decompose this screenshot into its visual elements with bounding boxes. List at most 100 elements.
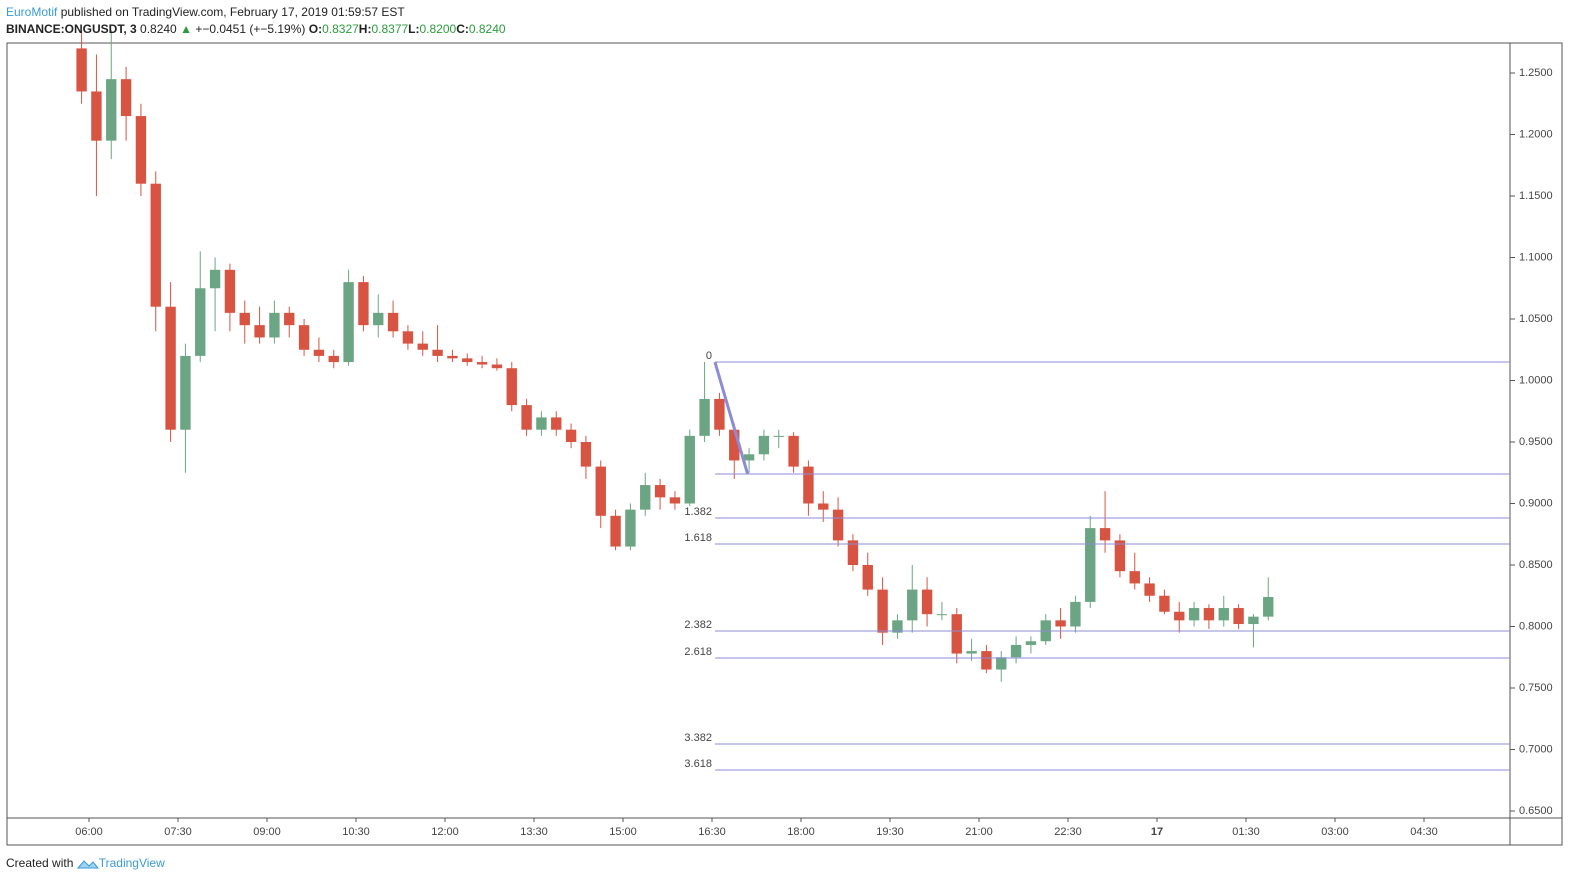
candle-body	[521, 405, 532, 430]
x-tick-label: 13:30	[520, 826, 548, 838]
candle-body	[1159, 595, 1170, 612]
candle-body	[1099, 528, 1111, 541]
candle-body	[951, 614, 962, 654]
x-tick-label: 19:30	[876, 826, 904, 838]
tv-logo	[76, 860, 99, 869]
candle-body	[150, 183, 161, 307]
candle-body	[476, 362, 488, 365]
ohlc-value: 0.8240	[468, 22, 506, 36]
candle-body	[432, 349, 443, 356]
candle-body	[1188, 608, 1200, 621]
candle-body	[313, 349, 325, 356]
candle-body	[402, 331, 414, 344]
ohlc-label: O:	[308, 22, 323, 36]
candle-body	[743, 454, 755, 461]
candle-body	[1010, 644, 1022, 658]
candle-body	[669, 497, 681, 504]
candle-body	[417, 343, 428, 350]
candle-body	[1055, 620, 1066, 627]
candle-body	[195, 288, 206, 356]
candle-body	[625, 509, 636, 547]
candle-body	[981, 651, 992, 670]
x-tick-label: 18:00	[787, 826, 815, 838]
candle-body	[1025, 641, 1037, 645]
candle-body	[298, 325, 310, 350]
candle-body	[921, 589, 933, 615]
candle-body	[788, 435, 799, 467]
candle-body	[387, 312, 399, 332]
candle-body	[595, 466, 606, 516]
candle-body	[714, 398, 725, 430]
candle-body	[1114, 540, 1126, 572]
x-tick-label: 12:00	[431, 826, 459, 838]
x-tick-label: 09:00	[253, 826, 281, 838]
frame	[6, 42, 1563, 846]
ohlc-value: 0.8327	[322, 22, 359, 36]
ohlc-value: 0.8200	[419, 22, 457, 36]
candle-body	[358, 282, 369, 326]
fib-label: 0	[706, 350, 712, 362]
symbol: BINANCE:ONGUSDT, 3	[6, 22, 137, 36]
x-tick-label: 04:30	[1410, 826, 1438, 838]
x-tick-label: 15:00	[609, 826, 637, 838]
fib-label: 3.618	[684, 758, 712, 770]
candle-body	[684, 435, 695, 504]
change: +−0.0451 (+−5.19%)	[195, 22, 306, 36]
candle-body	[1233, 608, 1244, 625]
ohlc: O:0.8327H:0.8377L:0.8200C:0.8240	[309, 22, 506, 36]
y-tick-label: 0.7500	[1519, 682, 1553, 694]
candle-body	[877, 589, 888, 633]
candle-body	[936, 614, 948, 616]
fib-label: 1.382	[684, 506, 712, 518]
candle-body	[284, 312, 295, 326]
candle-body	[654, 485, 666, 498]
candle-body	[699, 398, 710, 436]
ohlc-label: L:	[408, 22, 420, 36]
candle-body	[847, 540, 859, 565]
candle-body	[610, 515, 621, 547]
author[interactable]: EuroMotif	[6, 5, 58, 19]
x-tick-label: 17	[1151, 826, 1163, 838]
candle-body	[1040, 620, 1051, 642]
fib-label: 2.618	[684, 646, 712, 658]
candle-body	[1085, 528, 1096, 602]
ohlc-label: H:	[358, 22, 372, 36]
candle-body	[832, 509, 844, 541]
x-tick-label: 21:00	[965, 826, 993, 838]
candle-body	[343, 282, 354, 363]
footer-brand[interactable]: TradingView	[98, 856, 165, 870]
candle-body	[462, 358, 473, 363]
candle-body	[135, 116, 147, 184]
candle-body	[758, 435, 770, 455]
candle-body	[640, 485, 651, 510]
candle-body	[506, 368, 517, 406]
candle-body	[565, 429, 577, 443]
y-tick-label: 0.8000	[1519, 620, 1553, 632]
fib-label: 3.382	[684, 732, 712, 744]
ohlc-value: 0.8377	[371, 22, 409, 36]
candle-body	[729, 429, 740, 461]
x-tick-label: 03:00	[1321, 826, 1349, 838]
y-tick-label: 0.6500	[1519, 805, 1553, 817]
candle-body	[1144, 583, 1155, 596]
publish-line: EuroMotif published on TradingView.com, …	[6, 5, 405, 19]
candle-body	[447, 355, 458, 359]
publish-info: published on TradingView.com, February 1…	[57, 5, 405, 19]
fib-label: 2.382	[684, 619, 712, 631]
y-tick-label: 0.9500	[1519, 436, 1553, 448]
candle-body	[165, 306, 176, 430]
candle-body	[224, 269, 236, 313]
y-tick-label: 1.2500	[1519, 67, 1553, 79]
y-tick-label: 0.7000	[1519, 743, 1553, 755]
change-arrow: ▲	[180, 22, 192, 36]
candle-body	[862, 564, 873, 590]
candle-body	[803, 466, 814, 504]
x-tick-label: 06:00	[75, 826, 103, 838]
candle-body	[907, 589, 918, 621]
candle-body	[1218, 608, 1229, 621]
candle-body	[818, 503, 829, 510]
candle-body	[328, 355, 339, 363]
candle-body	[373, 312, 384, 326]
candle-body	[892, 620, 903, 633]
